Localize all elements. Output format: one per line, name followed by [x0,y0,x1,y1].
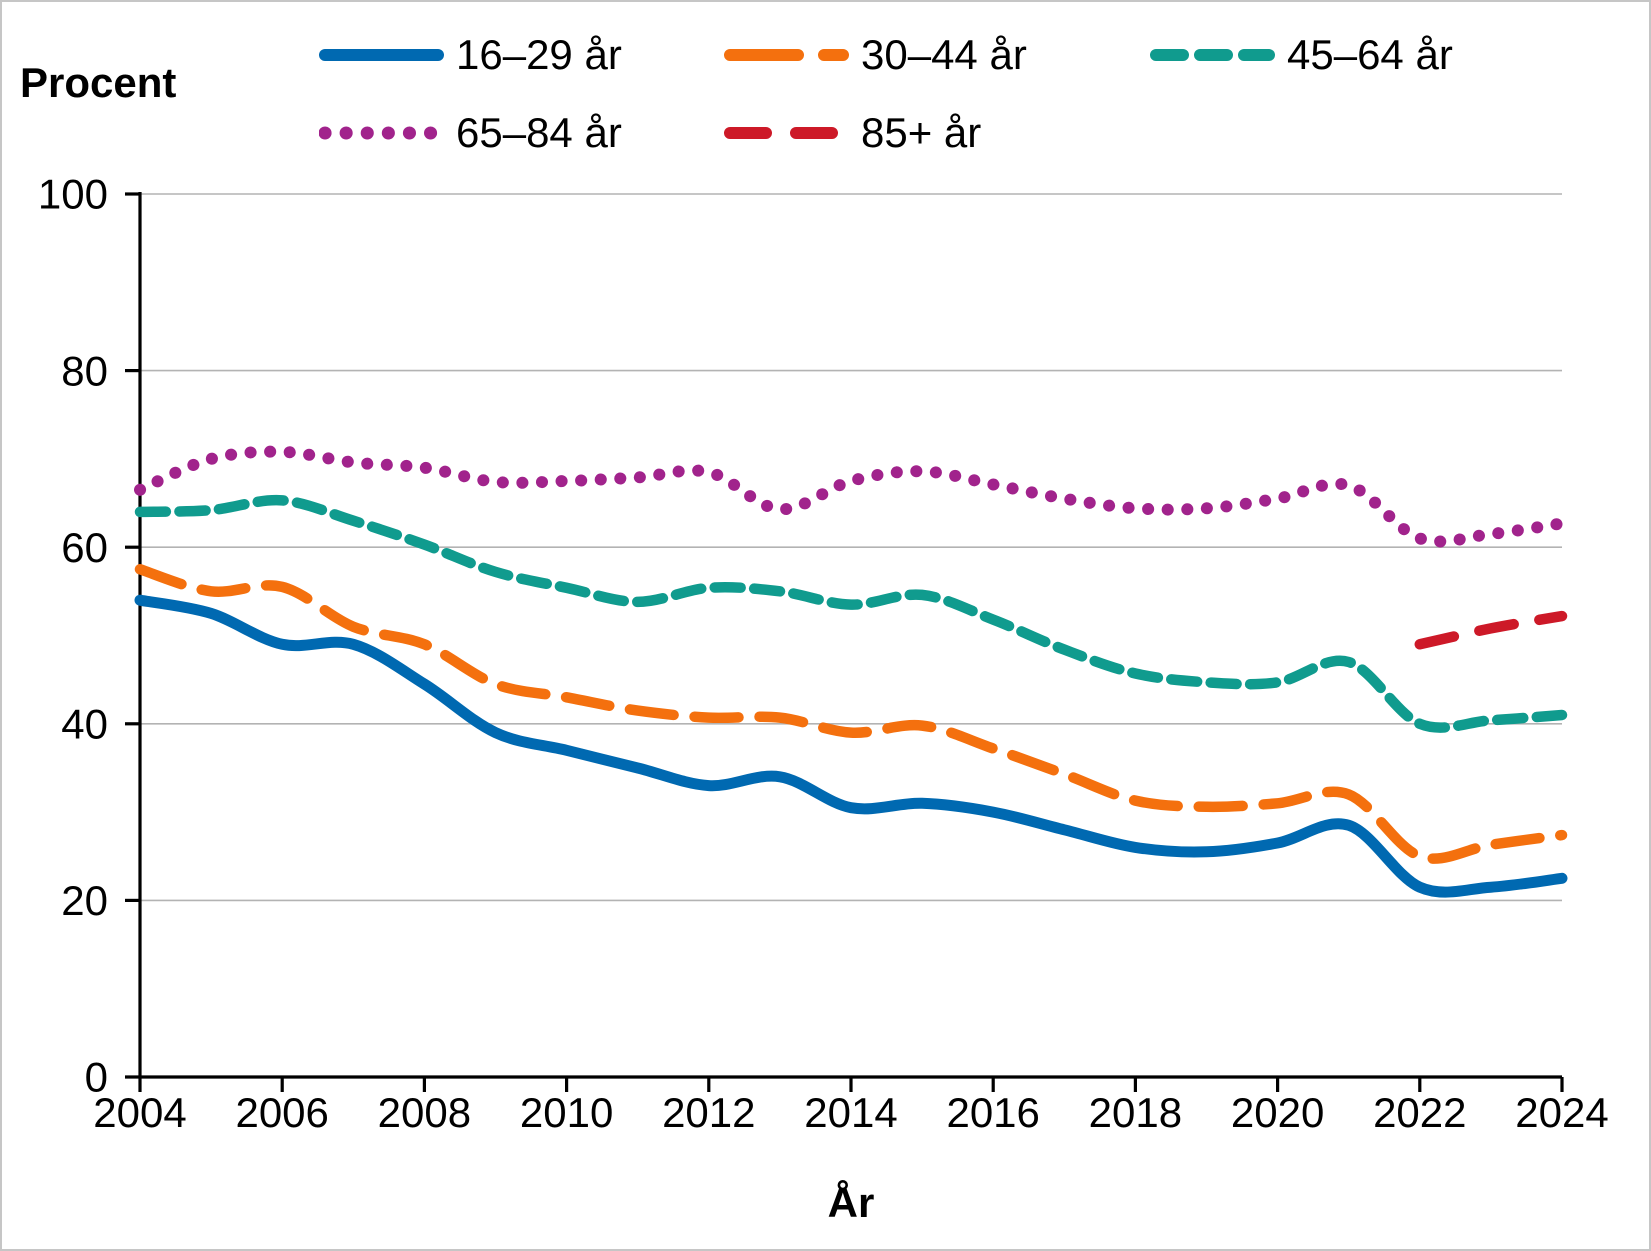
series-line-65-84-r [134,445,1568,548]
x-tick-label: 2016 [946,1089,1039,1136]
legend-item: 65–84 år [319,110,622,156]
y-axis-title: Procent [20,59,177,106]
legend-marker-icon [724,127,849,139]
x-tick-label: 2022 [1373,1089,1466,1136]
x-tick-label: 2024 [1515,1089,1608,1136]
series-line-45-64-r [134,494,1568,733]
y-tick-label: 20 [61,877,108,924]
legend-item: 16–29 år [319,32,622,78]
legend-label: 85+ år [861,109,982,156]
legend-marker-icon [724,49,849,61]
y-tick-label: 0 [85,1054,108,1101]
x-tick-label: 2014 [804,1089,897,1136]
legend: 16–29 år 30–44 år 45–64 år 65–84 år 85+ år [2,2,1649,172]
series-line-16-29-r [134,594,1568,898]
y-tick-label: 60 [61,524,108,571]
x-tick-label: 2008 [378,1089,471,1136]
y-tick-label: 40 [61,701,108,748]
legend-marker-icon [319,49,444,61]
y-tick-label: 80 [61,347,108,394]
x-tick-label: 2010 [520,1089,613,1136]
x-axis-title: År [827,1179,875,1226]
legend-label: 30–44 år [861,31,1027,78]
x-tick-label: 2018 [1089,1089,1182,1136]
x-tick-label: 2004 [93,1089,186,1136]
legend-label: 65–84 år [456,109,622,156]
legend-item: 45–64 år [1150,32,1453,78]
x-tick-label: 2006 [235,1089,328,1136]
legend-item: 85+ år [724,110,981,156]
legend-label: 16–29 år [456,31,622,78]
legend-label: 45–64 år [1287,31,1453,78]
series-line-85-r [1414,610,1568,650]
legend-marker-icon [1150,49,1275,61]
legend-item: 30–44 år [724,32,1027,78]
x-tick-label: 2012 [662,1089,755,1136]
legend-marker-icon [319,126,444,140]
y-tick-label: 100 [38,171,108,218]
series-line-30-44-r [134,564,1568,864]
x-tick-label: 2020 [1231,1089,1324,1136]
